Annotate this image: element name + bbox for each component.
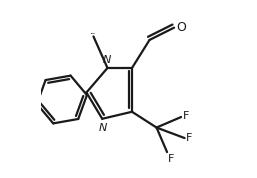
Text: F: F	[186, 133, 193, 143]
Text: N: N	[102, 55, 111, 65]
Text: O: O	[177, 21, 187, 34]
Text: N: N	[99, 123, 107, 133]
Text: methyl: methyl	[91, 33, 96, 34]
Text: F: F	[183, 111, 189, 121]
Text: F: F	[168, 154, 174, 164]
Text: methyl: methyl	[91, 33, 96, 34]
